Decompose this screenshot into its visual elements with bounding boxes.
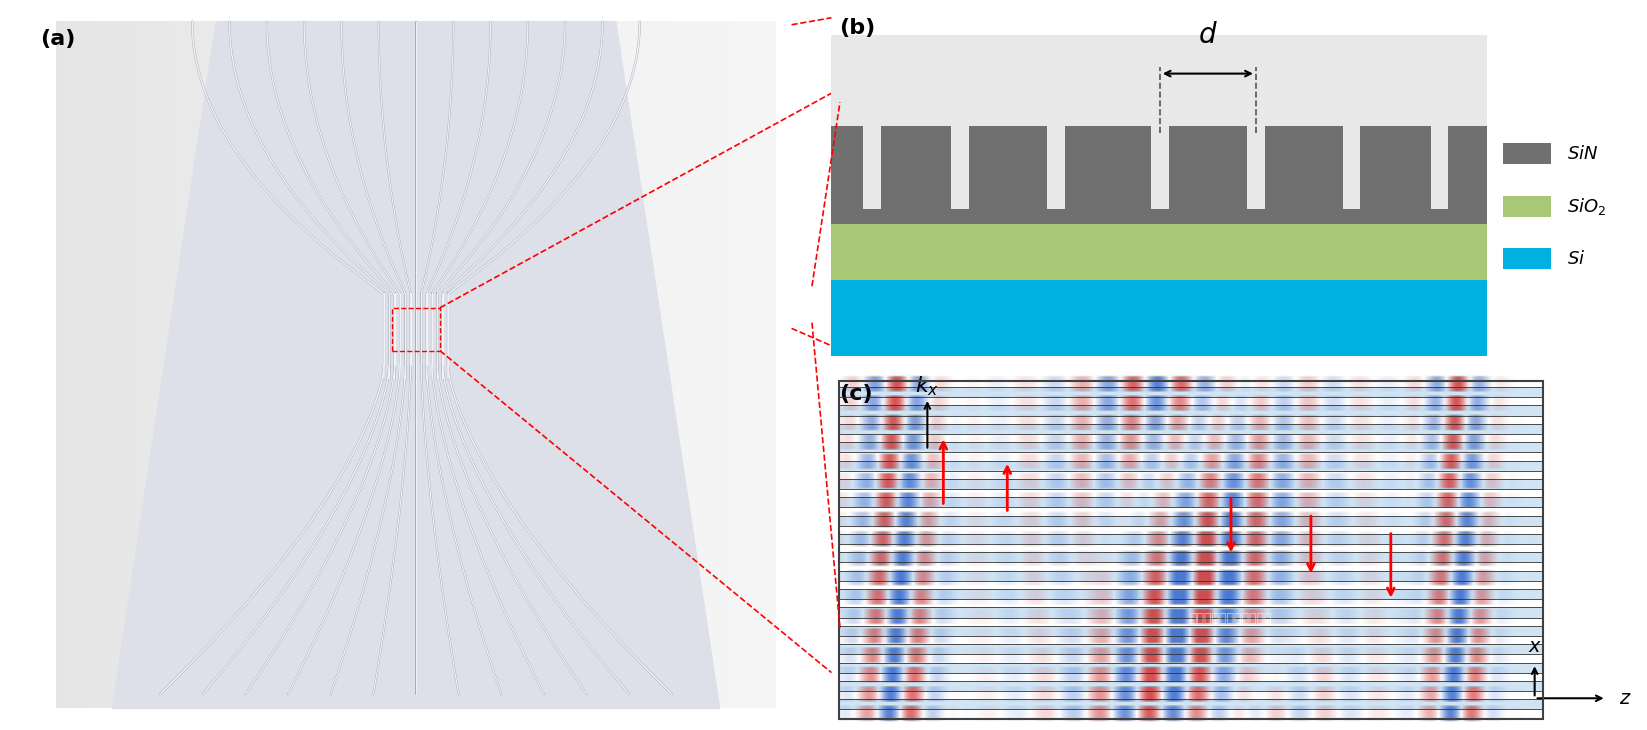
Text: $z$: $z$ bbox=[1619, 689, 1631, 708]
Bar bbox=[840, 553, 1543, 562]
Bar bbox=[840, 424, 1543, 434]
Bar bbox=[840, 497, 1543, 507]
Bar bbox=[840, 515, 1543, 526]
Bar bbox=[1502, 143, 1550, 164]
Bar bbox=[840, 607, 1543, 618]
Bar bbox=[840, 589, 1543, 599]
Bar bbox=[1502, 196, 1550, 217]
Text: $Si$: $Si$ bbox=[1566, 250, 1584, 268]
Text: 沃特德吉意特纳米光子学: 沃特德吉意特纳米光子学 bbox=[1189, 612, 1271, 624]
Polygon shape bbox=[112, 22, 720, 708]
Bar bbox=[1047, 126, 1066, 209]
Bar bbox=[832, 280, 1487, 356]
Bar bbox=[832, 223, 1487, 280]
Bar bbox=[832, 35, 1487, 140]
Text: $SiO_2$: $SiO_2$ bbox=[1566, 196, 1606, 217]
Bar bbox=[840, 442, 1543, 453]
Bar bbox=[1342, 126, 1360, 209]
Bar bbox=[840, 387, 1543, 397]
Bar bbox=[832, 126, 1487, 223]
Text: (a): (a) bbox=[41, 28, 76, 49]
Bar bbox=[840, 571, 1543, 581]
Bar bbox=[1247, 126, 1265, 209]
Text: $SiN$: $SiN$ bbox=[1566, 145, 1598, 163]
Bar bbox=[840, 626, 1543, 636]
Bar bbox=[1151, 126, 1169, 209]
Bar bbox=[840, 381, 1543, 719]
Bar bbox=[840, 663, 1543, 672]
Bar bbox=[952, 126, 968, 209]
Bar bbox=[840, 405, 1543, 415]
Text: $\mathbf{\mathit{d}}$: $\mathbf{\mathit{d}}$ bbox=[1197, 21, 1217, 49]
Bar bbox=[392, 308, 440, 350]
Bar bbox=[840, 479, 1543, 489]
Text: (b): (b) bbox=[840, 18, 876, 38]
Text: $x$: $x$ bbox=[1527, 637, 1542, 656]
Bar bbox=[840, 534, 1543, 544]
Bar bbox=[840, 681, 1543, 691]
Bar bbox=[840, 699, 1543, 710]
Bar bbox=[1431, 126, 1448, 209]
Bar bbox=[840, 461, 1543, 471]
Text: (c): (c) bbox=[840, 384, 873, 404]
Bar bbox=[863, 126, 881, 209]
Text: $k_x$: $k_x$ bbox=[916, 374, 939, 398]
Bar bbox=[1502, 248, 1550, 269]
Bar bbox=[840, 644, 1543, 654]
